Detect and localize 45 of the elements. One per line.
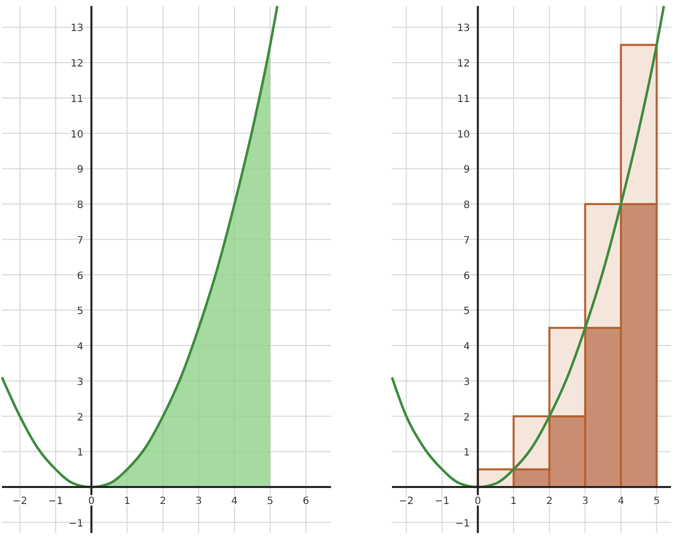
y-tick-label: 12: [70, 58, 84, 70]
y-tick-label: 12: [457, 58, 470, 70]
y-tick-label: 5: [463, 306, 470, 318]
y-tick-label: 7: [463, 235, 470, 246]
x-tick-label: −1: [48, 496, 64, 508]
y-tick-label: 4: [463, 342, 470, 353]
x-tick-label: 6: [302, 496, 310, 508]
y-tick-label: −1: [455, 518, 470, 530]
y-tick-label: 9: [463, 164, 470, 176]
y-tick-label: 1: [463, 448, 470, 459]
y-tick-label: 7: [77, 235, 84, 246]
x-tick-label: 4: [231, 496, 238, 508]
y-tick-label: 11: [70, 94, 84, 105]
line-series: [390, 4, 666, 488]
y-tick-label: 8: [463, 200, 470, 212]
x-tick-label: −2: [12, 496, 28, 508]
x-tick-label: 3: [582, 496, 588, 508]
y-tick-label: 4: [77, 342, 84, 353]
y-tick-label: 10: [457, 129, 470, 140]
y-tick-label: −1: [68, 518, 84, 530]
y-tick-label: 5: [77, 306, 84, 318]
x-tick-label: 2: [546, 496, 553, 508]
x-tick-label: 5: [654, 496, 660, 508]
x-tick-label: 2: [160, 496, 166, 508]
y-tick-label: 6: [463, 270, 470, 282]
y-tick-label: 6: [77, 270, 84, 282]
line-series: [0, 4, 279, 488]
x-tick-label: 3: [195, 496, 202, 508]
y-tick-label: 1: [77, 448, 84, 459]
x-tick-label: −1: [434, 496, 450, 508]
x-tick-label: 4: [618, 496, 624, 508]
y-tick-label: 13: [70, 23, 84, 34]
y-tick-label: 3: [77, 376, 84, 388]
x-tick-label: 1: [124, 496, 130, 508]
y-tick-label: 9: [77, 164, 84, 176]
x-tick-label: 1: [510, 496, 517, 508]
y-tick-label: 11: [457, 94, 470, 105]
y-tick-label: 3: [463, 376, 470, 388]
y-tick-label: 10: [70, 129, 84, 140]
y-tick-label: 2: [77, 412, 84, 424]
y-tick-label: 2: [463, 412, 470, 424]
x-tick-label: −2: [398, 496, 414, 508]
y-tick-label: 8: [77, 200, 84, 212]
y-tick-label: 13: [457, 23, 470, 34]
x-tick-label: 5: [267, 496, 274, 508]
